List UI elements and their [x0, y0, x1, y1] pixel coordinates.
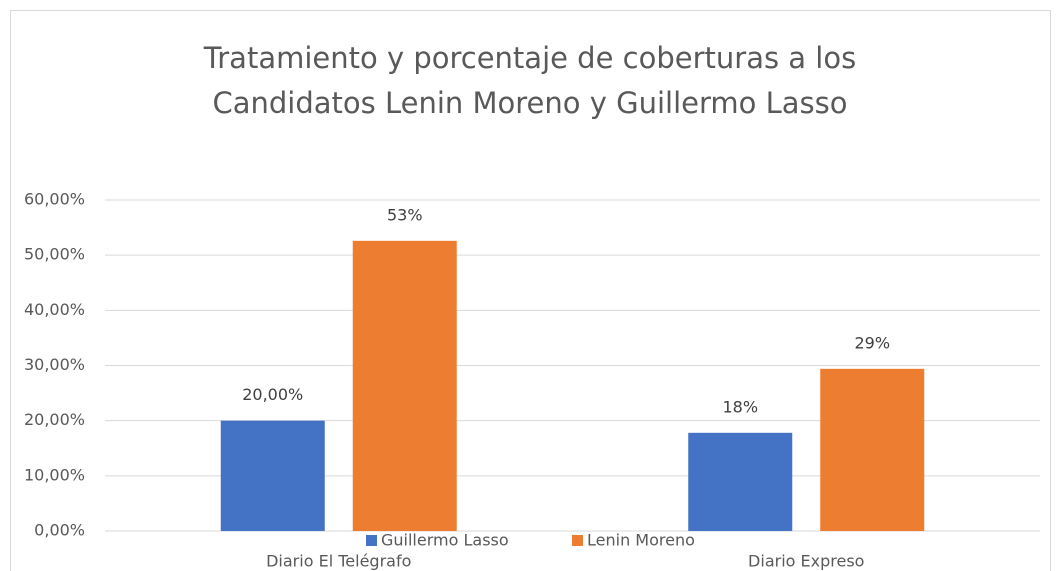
- value-label: 18%: [722, 397, 758, 416]
- value-label: 20,00%: [242, 385, 303, 404]
- y-tick-label: 40,00%: [24, 300, 85, 319]
- bar: [352, 240, 457, 531]
- y-tick-label: 60,00%: [24, 190, 85, 209]
- y-tick-label: 50,00%: [24, 245, 85, 264]
- legend-swatch: [572, 535, 583, 546]
- legend-swatch: [366, 535, 377, 546]
- bar: [688, 432, 793, 531]
- chart-title: Candidatos Lenin Moreno y Guillermo Lass…: [213, 86, 848, 120]
- bar: [220, 420, 325, 531]
- bar: [820, 368, 925, 531]
- legend-label: Guillermo Lasso: [381, 531, 509, 550]
- value-label: 29%: [854, 333, 890, 352]
- y-tick-label: 10,00%: [24, 465, 85, 484]
- value-label: 53%: [387, 205, 423, 224]
- chart-title: Tratamiento y porcentaje de coberturas a…: [203, 41, 856, 75]
- y-tick-label: 20,00%: [24, 410, 85, 429]
- y-tick-label: 30,00%: [24, 355, 85, 374]
- legend-label: Lenin Moreno: [587, 531, 695, 550]
- x-tick-label: Diario Expreso: [748, 552, 864, 571]
- x-tick-label: Diario El Telégrafo: [266, 552, 411, 571]
- y-tick-label: 0,00%: [34, 521, 85, 540]
